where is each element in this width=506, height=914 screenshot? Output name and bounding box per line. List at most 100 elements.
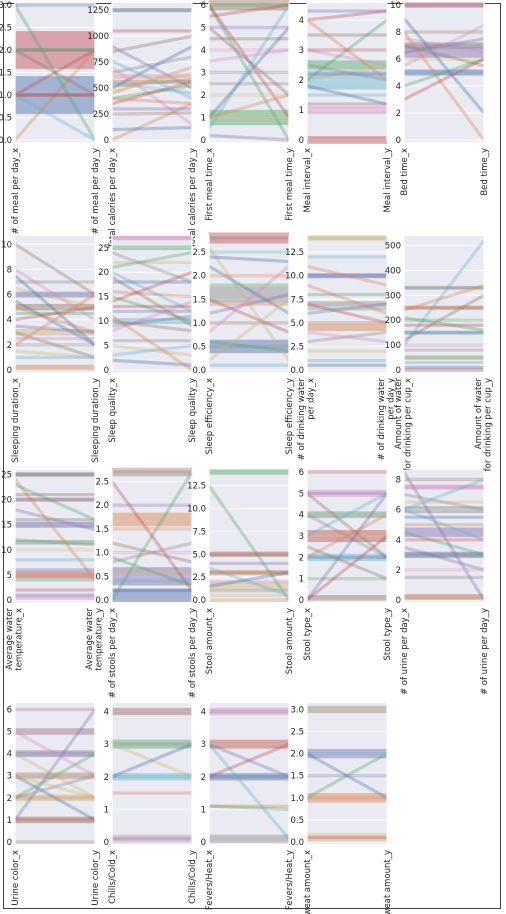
line-cluster-band	[404, 484, 484, 490]
x-axis-label: Stool type_y	[383, 608, 393, 660]
subplot-2: 0 250 500 750 1000 1250 Total calories per day…	[87, 3, 198, 249]
record-line	[207, 4, 291, 141]
y-tick-label: 1.5	[290, 772, 304, 782]
x-axis-label: # of drinking waterper day_x	[297, 377, 317, 460]
y-tick-label: 10	[1, 240, 12, 250]
subplot-18: 0 1 2 3 4 Fevers/Heat_x Fevers/Heat_y	[201, 703, 295, 910]
y-tick-label: 250	[93, 110, 109, 120]
y-tick-label: 1.0	[290, 794, 304, 804]
y-tick-label: 1.5	[0, 69, 12, 79]
x-axis-label: Meal interval_x	[303, 148, 313, 213]
x-axis-label: Sleep efficiency_x	[205, 378, 215, 454]
y-tick-label: 4	[104, 708, 109, 718]
record-line	[306, 63, 388, 82]
x-axis-label-line: Amount of water	[474, 377, 484, 449]
y-tick-label: 1.0	[95, 549, 109, 559]
y-tick-label: 4	[396, 536, 401, 546]
x-axis-label-line: Sweat amount_x	[303, 850, 313, 914]
x-axis-label: Sleeping duration_y	[91, 378, 101, 463]
record-line	[111, 45, 193, 90]
record-line	[111, 125, 193, 132]
x-axis-label-line: per day_y	[387, 378, 397, 420]
record-line	[403, 293, 485, 342]
line-cluster-band	[209, 707, 289, 716]
record-line	[14, 242, 96, 296]
line-cluster-band	[112, 834, 192, 843]
y-tick-label: 0	[7, 838, 12, 848]
y-tick-label: 15	[1, 521, 12, 531]
line-cluster-band	[209, 569, 289, 576]
record-line	[403, 283, 485, 312]
y-tick-label: 2.0	[0, 46, 12, 56]
record-line	[111, 78, 193, 88]
subplot-1: 0.0 0.5 1.0 1.5 2.0 2.5 3.0 # of meal per day_x…	[0, 1, 101, 234]
subplot-5: 0 2 4 6 8 10 Bed time_x Bed time_y	[390, 1, 490, 196]
line-cluster-band	[307, 595, 387, 601]
record-line	[208, 293, 290, 315]
y-tick-label: 5	[201, 24, 206, 34]
y-tick-label: 5.0	[192, 550, 206, 560]
x-axis-label: Average watertemperature_x	[5, 607, 25, 670]
y-tick-label: 10	[98, 317, 109, 327]
y-tick-label: 0.5	[95, 572, 109, 582]
record-line	[403, 493, 485, 512]
line-cluster-band	[209, 739, 289, 749]
record-line	[111, 71, 193, 92]
record-line	[402, 31, 486, 141]
x-axis-label-line: # of meal per day_y	[91, 148, 101, 234]
record-line	[306, 492, 388, 559]
line-cluster-band	[209, 582, 289, 590]
x-axis-label: # of urine per day_y	[480, 608, 490, 695]
y-tick-label: 2.0	[290, 750, 304, 760]
line-cluster-band	[112, 512, 192, 527]
record-line	[14, 774, 96, 800]
x-axis-label: Stool amount_y	[285, 608, 295, 674]
subplot-8: 0.0 0.5 1.0 1.5 2.0 2.5 Sleep efficiency_x Slee…	[192, 232, 295, 454]
record-line	[14, 48, 96, 97]
y-tick-label: 1	[201, 805, 206, 815]
y-tick-label: 1	[7, 816, 12, 826]
line-cluster-band	[404, 2, 484, 8]
record-line	[402, 17, 486, 115]
plot-area	[15, 236, 95, 372]
y-tick-label: 10	[1, 546, 12, 556]
y-tick-label: 12.5	[285, 248, 304, 258]
y-tick-label: 5	[7, 728, 12, 738]
y-tick-label: 2.5	[192, 248, 206, 258]
record-line	[208, 566, 290, 597]
record-line	[111, 742, 193, 779]
y-tick-label: 2.0	[192, 272, 206, 282]
subplot-14: 0 1 2 3 4 5 6 Stool type_x Stool type_y	[299, 468, 393, 660]
y-tick-label: 3	[201, 69, 206, 79]
y-tick-label: 0	[104, 136, 109, 146]
x-axis-label: Sleeping duration_x	[11, 378, 21, 463]
record-line	[207, 26, 291, 119]
record-line	[111, 541, 193, 564]
line-cluster-band	[307, 833, 387, 842]
record-line	[14, 752, 96, 800]
x-axis-label: # of urine per day_x	[400, 608, 410, 695]
record-line	[110, 471, 194, 601]
line-cluster-band	[15, 595, 95, 600]
record-line	[13, 48, 97, 142]
line-cluster-band	[307, 705, 387, 714]
record-line	[111, 34, 193, 54]
record-line	[208, 298, 290, 362]
y-tick-label: 500	[385, 241, 401, 251]
x-axis-label: Average watertemperature_y	[85, 607, 105, 670]
y-tick-label: 10.0	[187, 505, 206, 515]
x-axis-label-line: Sleep quality_y	[188, 378, 198, 443]
line-cluster-band	[209, 469, 289, 475]
y-tick-label: 10	[390, 1, 401, 11]
x-axis-label-line: Bed time_y	[480, 148, 490, 196]
x-axis-label-line: Average water	[85, 607, 95, 669]
x-axis-label-line: # of drinking water	[297, 377, 307, 460]
x-axis-label-line: # of urine per day_x	[400, 608, 410, 695]
line-cluster-band	[15, 794, 95, 802]
y-tick-label: 1250	[87, 6, 109, 16]
record-line	[111, 343, 193, 357]
line-cluster-band	[404, 46, 484, 58]
record-line	[111, 251, 193, 269]
y-tick-label: 1	[299, 575, 304, 585]
